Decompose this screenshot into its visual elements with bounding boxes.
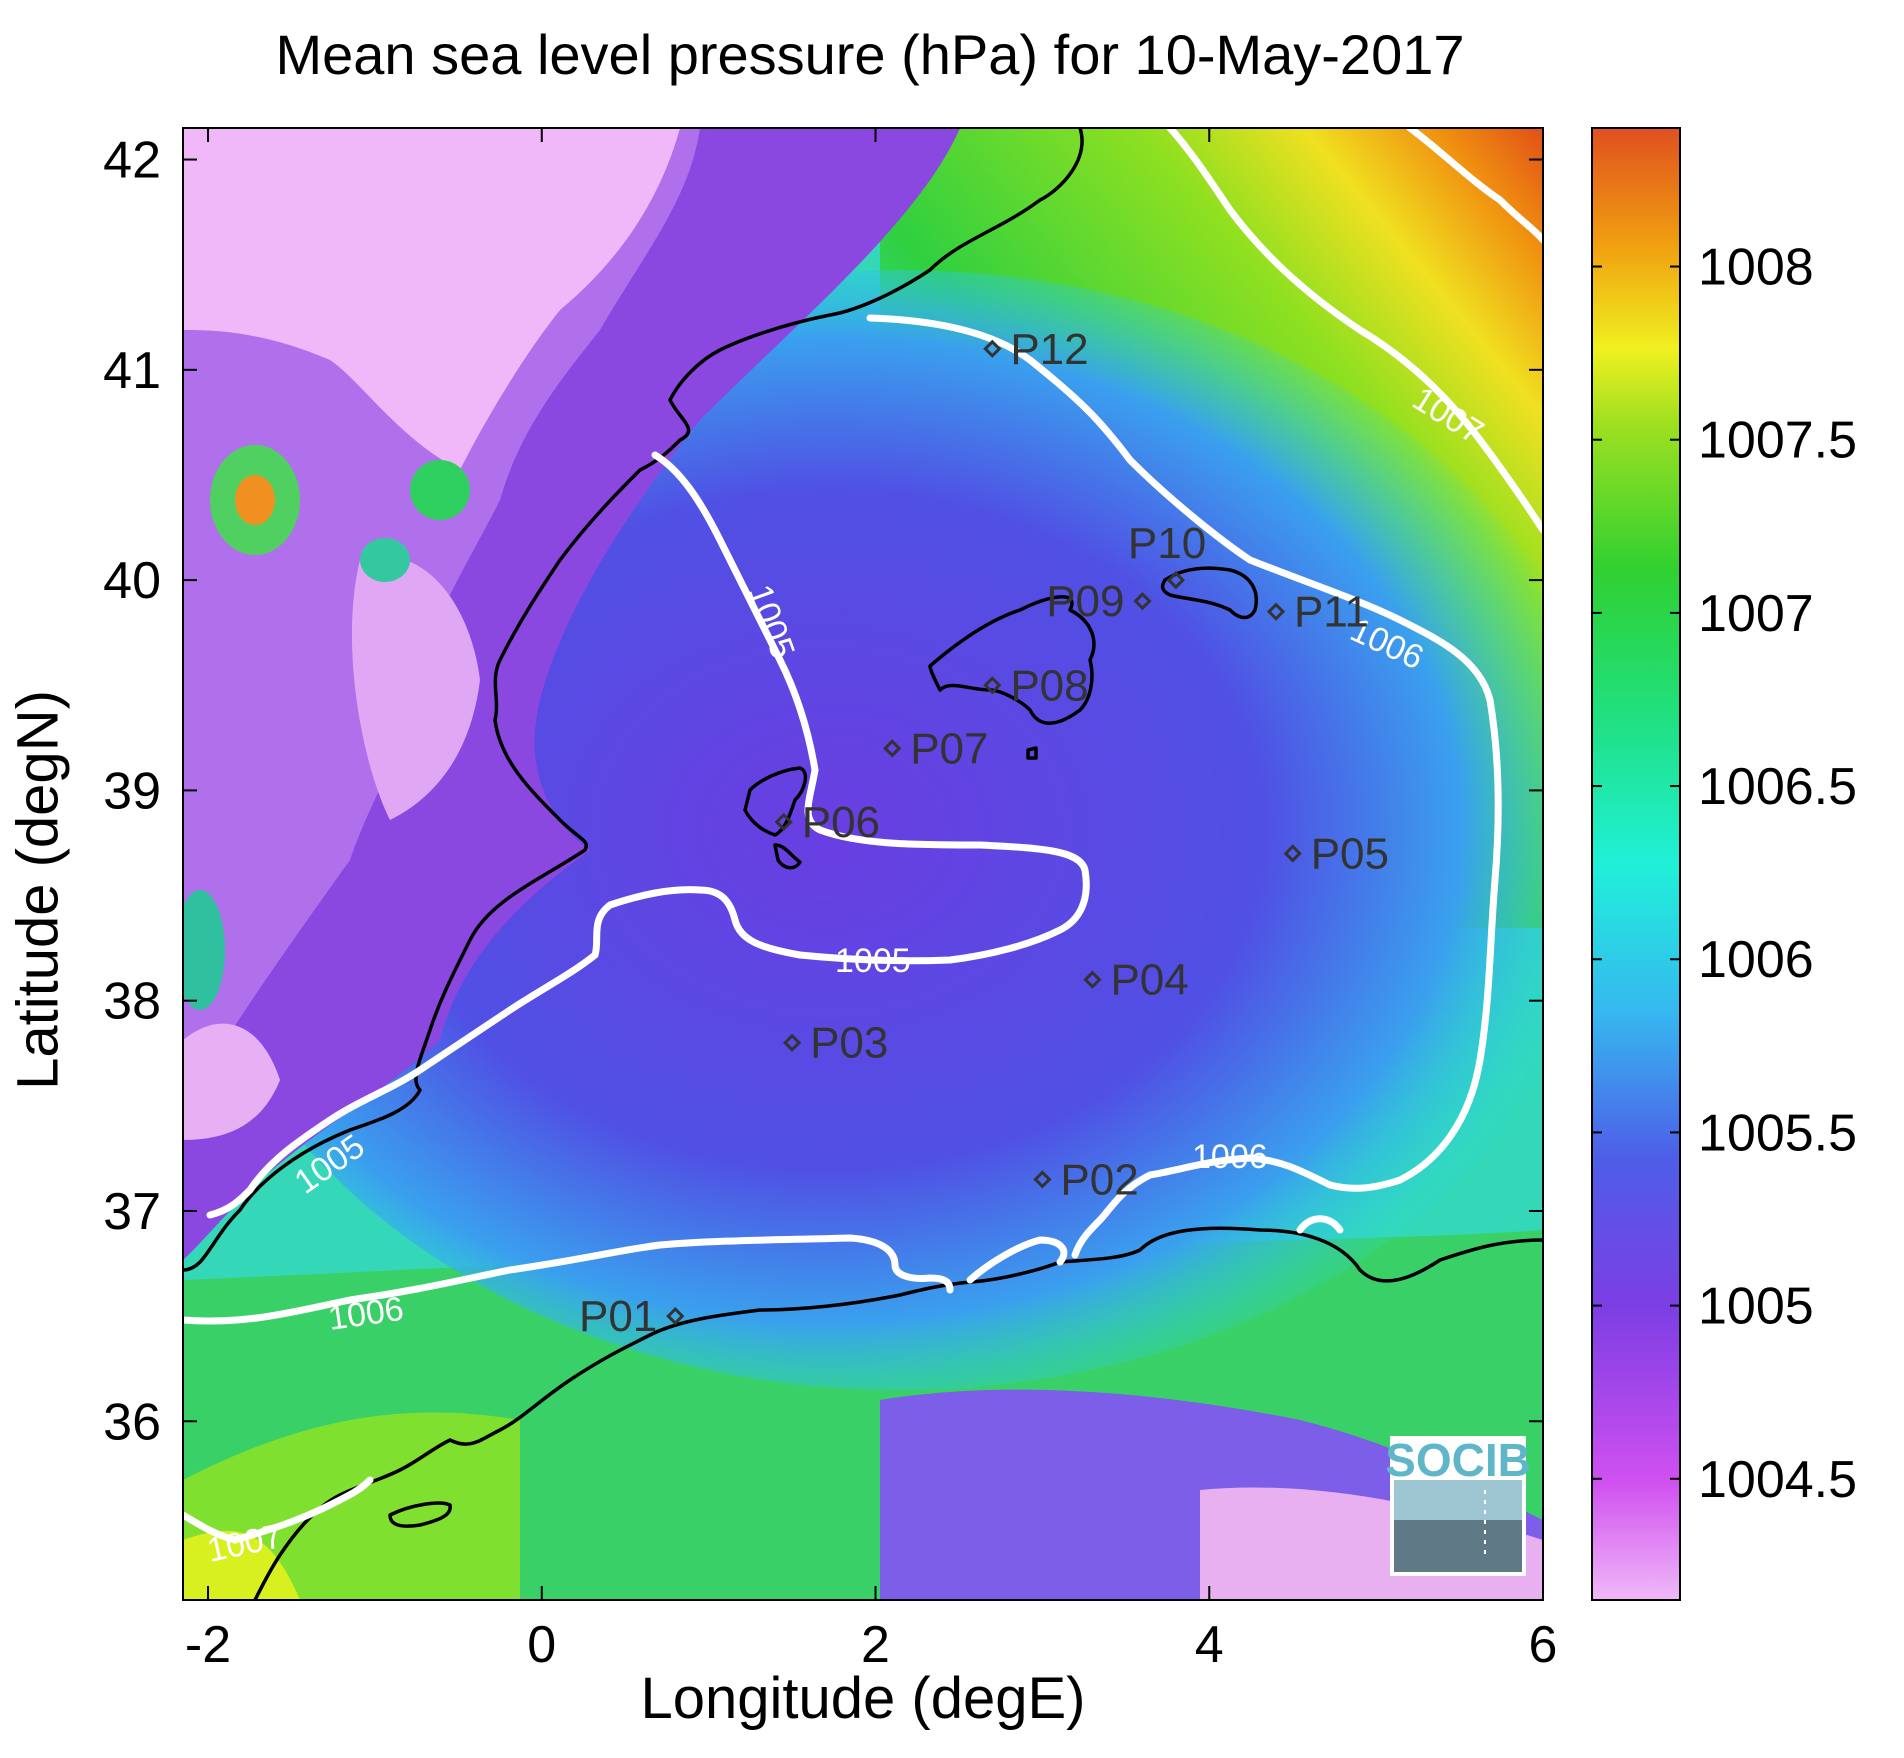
station-label: P07 <box>910 724 988 773</box>
station-marker <box>774 812 793 832</box>
colorbar-tick-label: 1006.5 <box>1698 758 1857 816</box>
station-marker <box>883 739 902 758</box>
y-tick-label: 36 <box>103 1393 161 1451</box>
socib-logo: SOCIB <box>1385 1434 1531 1576</box>
y-tick-label: 41 <box>103 342 161 400</box>
logo-text: SOCIB <box>1385 1434 1531 1486</box>
station-label: P06 <box>802 798 880 847</box>
colorbar-tick-label: 1006 <box>1698 931 1814 989</box>
station-marker <box>666 1306 685 1326</box>
station-label: P08 <box>1010 661 1088 710</box>
station-label: P09 <box>1046 577 1124 626</box>
colorbar-tick-label: 1008 <box>1698 239 1814 297</box>
station-marker <box>1133 592 1152 611</box>
x-tick-label: -2 <box>185 1616 231 1674</box>
colorbar-tick-label: 1007 <box>1698 585 1814 643</box>
y-axis-label: Latitude (degN) <box>5 690 71 1090</box>
station-marker <box>1083 970 1102 989</box>
station-label: P03 <box>810 1019 888 1068</box>
x-axis: -2 0 2 4 6 <box>185 128 1558 1674</box>
pressure-field <box>183 128 1543 1600</box>
station-marker <box>1266 602 1286 621</box>
station-label: P12 <box>1010 325 1088 374</box>
contour-label: 1005 <box>835 942 911 980</box>
station-marker <box>782 1033 802 1052</box>
y-tick-label: 40 <box>103 552 161 610</box>
y-axis: 36 37 38 39 40 41 42 <box>103 132 1543 1451</box>
station-marker <box>1033 1170 1052 1189</box>
x-tick-label: 2 <box>861 1616 890 1674</box>
station-marker <box>983 339 1002 358</box>
station-label: P04 <box>1110 956 1188 1005</box>
plot-frame <box>182 127 1544 1601</box>
x-tick-label: 6 <box>1529 1616 1558 1674</box>
station-label: P05 <box>1311 829 1389 878</box>
chart-title: Mean sea level pressure (hPa) for 10-May… <box>275 23 1465 86</box>
y-tick-label: 39 <box>103 762 161 820</box>
contour-label: 1006 <box>1192 1138 1268 1176</box>
colorbar-tick-label: 1005 <box>1698 1278 1814 1336</box>
isobars <box>183 128 1543 1544</box>
station-label: P01 <box>579 1292 657 1341</box>
colorbar-tick-label: 1007.5 <box>1698 412 1857 470</box>
y-tick-label: 38 <box>103 973 161 1031</box>
x-tick-label: 4 <box>1195 1616 1224 1674</box>
x-axis-label: Longitude (degE) <box>640 1666 1086 1731</box>
colorbar-tick-label: 1005.5 <box>1698 1104 1857 1162</box>
colorbar-ticks: 1004.5 1005 1005.5 1006 1006.5 1007 1007.5 1008 <box>1592 239 1857 1509</box>
y-tick-label: 37 <box>103 1183 161 1241</box>
station-label: P02 <box>1060 1155 1138 1204</box>
station-marker <box>983 676 1002 695</box>
station-label: P10 <box>1128 519 1206 568</box>
station-label: P11 <box>1294 588 1369 637</box>
colorbar <box>1591 127 1681 1601</box>
x-tick-label: 0 <box>527 1616 556 1674</box>
station-marker <box>1283 844 1302 863</box>
station-marker <box>1166 570 1186 590</box>
y-tick-label: 42 <box>103 132 161 190</box>
colorbar-tick-label: 1004.5 <box>1698 1451 1857 1509</box>
coastline <box>183 128 1543 1600</box>
